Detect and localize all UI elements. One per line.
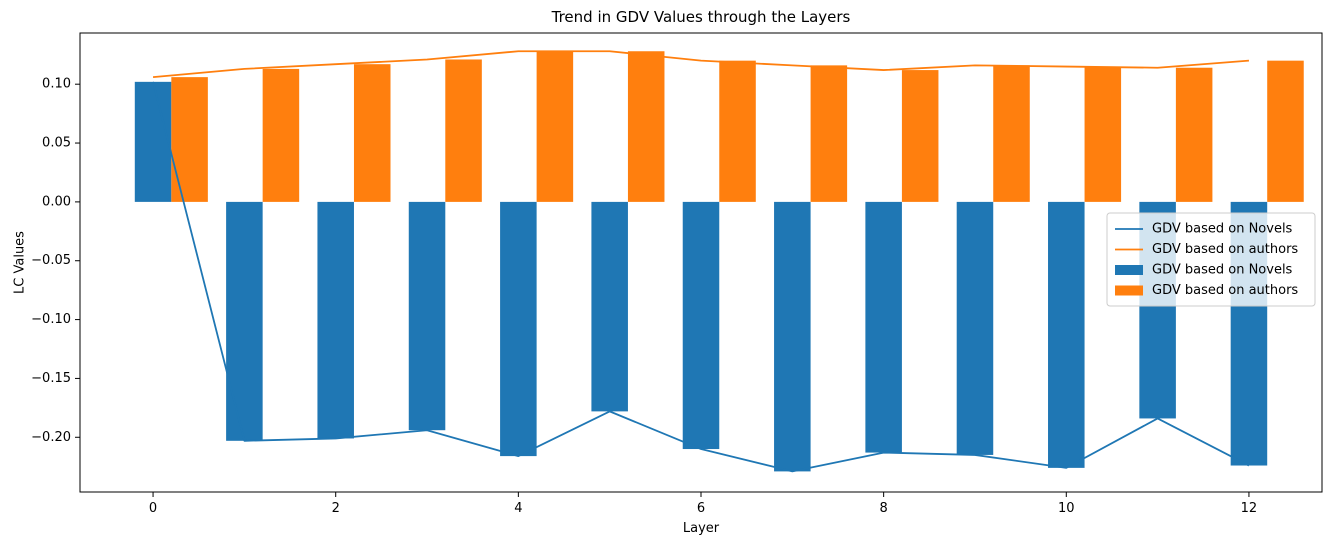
bar-authors-10 (1084, 66, 1122, 202)
legend: GDV based on Novels GDV based on authors G… (1106, 212, 1316, 307)
bar-novels-10 (1048, 201, 1085, 468)
y-tick-label-6: −0.20 (31, 430, 71, 445)
bar-novels-2 (317, 201, 354, 439)
y-tick-label-1: 0.05 (42, 136, 71, 151)
bar-authors-11 (1175, 67, 1213, 202)
bar-authors-0 (171, 77, 208, 202)
bars-group (134, 51, 1304, 472)
bar-authors-9 (993, 65, 1030, 202)
legend-swatch-bar-novels (1115, 265, 1143, 275)
legend-label-line-novels: GDV based on Novels (1152, 222, 1293, 237)
y-ticks: 0.10 0.05 0.00 −0.05 −0.10 −0.15 −0.20 (31, 77, 80, 445)
y-tick-label-2: 0.00 (42, 194, 71, 209)
x-tick-label-0: 0 (149, 501, 157, 516)
x-tick-label-12: 12 (1241, 501, 1258, 516)
legend-label-line-authors: GDV based on authors (1152, 242, 1298, 257)
y-axis-label: LC Values (13, 231, 28, 294)
bar-authors-4 (536, 51, 574, 202)
bar-novels-7 (774, 201, 811, 472)
bar-authors-6 (719, 60, 756, 202)
bar-novels-0 (134, 81, 172, 202)
bar-authors-5 (627, 51, 665, 202)
line-novels (152, 81, 1250, 473)
y-tick-label-4: −0.10 (31, 312, 71, 327)
bar-novels-5 (591, 201, 628, 412)
legend-label-bar-novels: GDV based on Novels (1152, 263, 1293, 278)
lines-group (152, 50, 1250, 473)
x-tick-label-4: 4 (514, 501, 522, 516)
x-tick-label-8: 8 (880, 501, 888, 516)
bar-authors-8 (901, 70, 939, 202)
y-tick-label-5: −0.15 (31, 371, 71, 386)
legend-box (1106, 212, 1316, 307)
bar-authors-7 (810, 65, 848, 202)
x-tick-label-10: 10 (1058, 501, 1075, 516)
bar-novels-8 (865, 201, 902, 453)
chart-title: Trend in GDV Values through the Layers (551, 8, 851, 26)
bar-authors-3 (445, 59, 482, 202)
y-tick-label-0: 0.10 (42, 77, 71, 92)
legend-label-bar-authors: GDV based on authors (1152, 283, 1298, 298)
bar-authors-1 (262, 68, 300, 202)
legend-swatch-bar-authors (1115, 285, 1143, 296)
x-tick-label-2: 2 (332, 501, 340, 516)
x-tick-label-6: 6 (697, 501, 705, 516)
bar-authors-12 (1267, 60, 1304, 202)
bar-novels-3 (408, 201, 446, 431)
y-tick-label-3: −0.05 (31, 253, 71, 268)
bar-authors-2 (353, 64, 391, 202)
bar-novels-4 (500, 201, 537, 457)
bar-novels-6 (682, 201, 720, 450)
bar-novels-1 (226, 201, 263, 441)
bar-novels-9 (956, 201, 994, 455)
x-axis-label: Layer (683, 521, 720, 536)
line-authors (152, 50, 1250, 79)
x-ticks: 0 2 4 6 8 10 12 (149, 492, 1257, 516)
